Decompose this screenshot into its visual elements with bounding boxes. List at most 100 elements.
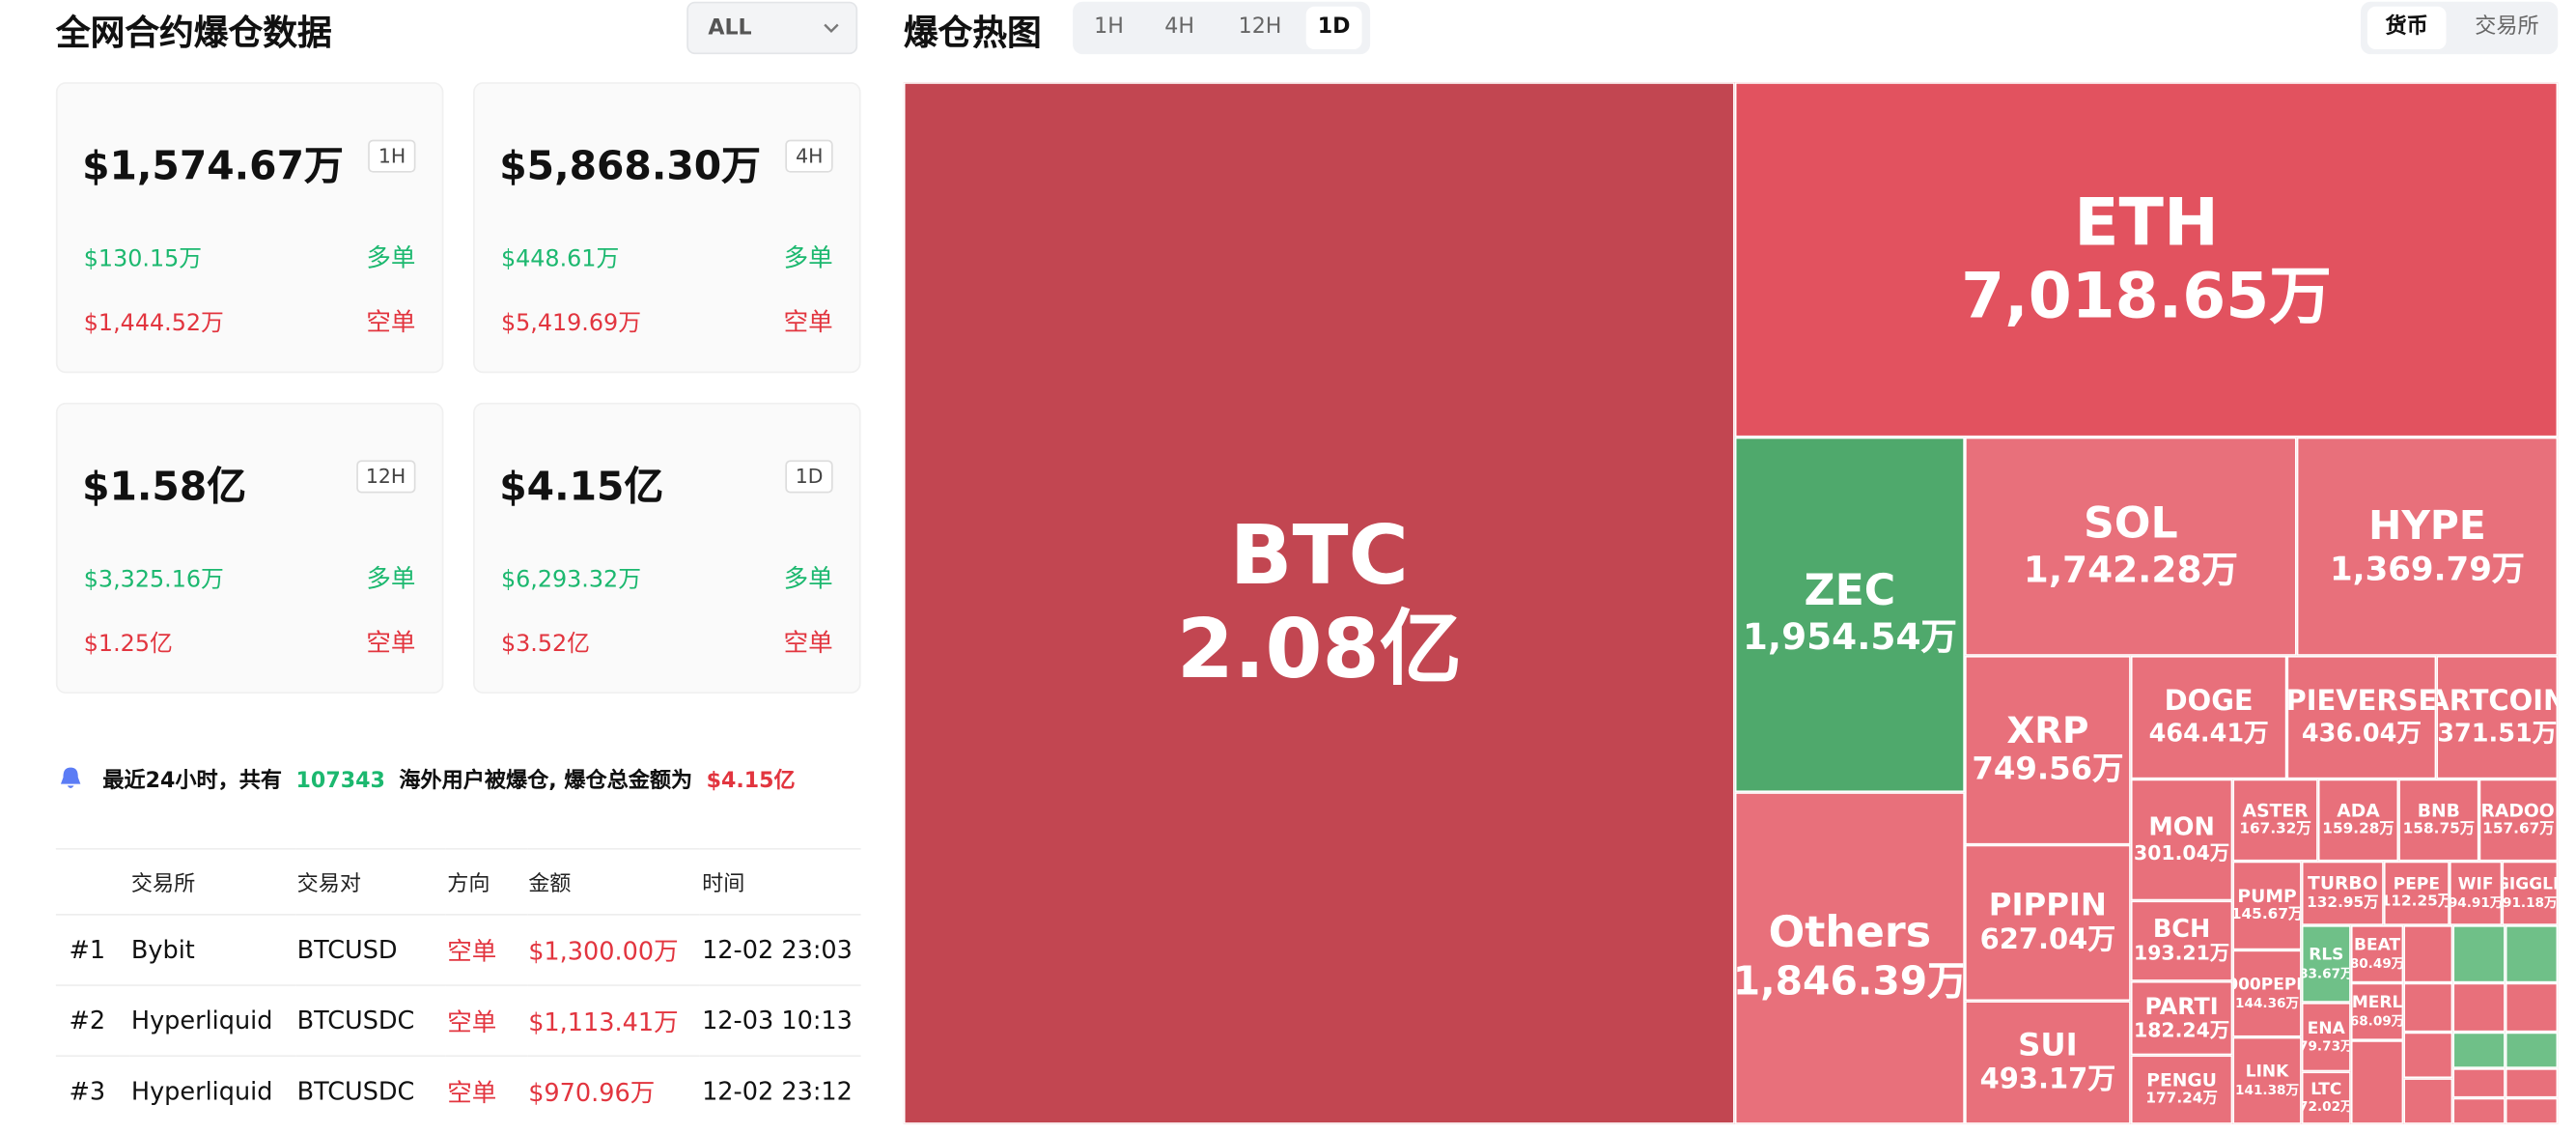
tile-label: TRADOOR: [2480, 799, 2556, 821]
heatmap-tile[interactable]: TRADOOR157.67万: [2478, 779, 2559, 862]
heatmap-tile[interactable]: PUMP 145.67万: [2232, 861, 2302, 950]
heatmap-tile[interactable]: ASTER 167.32万: [2232, 779, 2318, 862]
tile-value: 7,018.65万: [1961, 260, 2332, 332]
tile-label: ETH: [2074, 185, 2219, 262]
heatmap-tile[interactable]: ENA 79.73万: [2301, 1002, 2351, 1072]
heatmap-tile[interactable]: BTC 2.08亿: [903, 82, 1735, 1124]
heatmap-tile[interactable]: MERL 68.09万: [2350, 982, 2404, 1041]
table-cell: BTCUSDC: [294, 984, 446, 1057]
tile-value: 2.08亿: [1176, 601, 1462, 697]
tile-value: 157.67万: [2482, 821, 2555, 839]
heatmap-tile[interactable]: ETH 7,018.65万: [1734, 82, 2559, 438]
chevron: [824, 23, 839, 34]
heatmap-tile[interactable]: 000PEPE144.36万: [2232, 950, 2302, 1037]
table-cell: BTCUSD: [294, 914, 446, 986]
filter-select[interactable]: ALL: [686, 1, 858, 55]
heatmap-tile[interactable]: LINK 141.38万: [2232, 1036, 2302, 1124]
long-label: 多单: [783, 242, 833, 273]
column-header: 交易对: [294, 847, 446, 915]
segment-button[interactable]: 货币: [2366, 6, 2447, 50]
segment-button[interactable]: 1H: [1094, 14, 1124, 40]
short-label: 空单: [366, 627, 416, 658]
table-cell: #3: [55, 1055, 130, 1126]
period-badge: 1H: [368, 139, 416, 173]
notice-prefix: 最近24小时，共有: [102, 769, 283, 794]
view-switch: 货币 交易所: [2361, 1, 2559, 55]
table-cell: 空单: [445, 914, 527, 986]
table-cell: Hyperliquid: [129, 984, 295, 1057]
heatmap-tile[interactable]: RLS 83.67万: [2301, 924, 2351, 1003]
segment-button[interactable]: 12H: [1238, 14, 1282, 40]
tile-value: 94.91万: [2449, 894, 2503, 911]
table-row[interactable]: #3 Hyperliquid BTCUSDC 空单 $970.96万 12-02 23:1…: [55, 1055, 861, 1126]
long-amount: $6,293.32万: [500, 567, 642, 594]
heatmap-tile[interactable]: BEAT 80.49万: [2350, 924, 2404, 983]
heatmap-tile[interactable]: DOGE 464.41万: [2130, 655, 2287, 780]
segment-button[interactable]: 1D: [1305, 6, 1362, 50]
tile-label: BCH: [2152, 913, 2211, 944]
short-amount: $1,444.52万: [83, 310, 224, 337]
tile-value: 627.04万: [1979, 922, 2116, 956]
heatmap-tile[interactable]: ARTCOIN371.51万: [2436, 655, 2559, 780]
tile-label: ARTCOIN: [2438, 685, 2557, 719]
total-amount: $4.15亿: [499, 463, 664, 510]
heatmap-tile[interactable]: Others 1,846.39万: [1734, 792, 1965, 1124]
heatmap-tile[interactable]: SUI 493.17万: [1964, 1001, 2131, 1124]
heatmap-tile: [2403, 982, 2453, 1033]
table-cell: Bybit: [129, 914, 295, 986]
short-label: 空单: [366, 307, 416, 337]
tile-label: LINK: [2245, 1063, 2289, 1082]
column-header: 时间: [700, 847, 861, 915]
tile-value: 72.02万: [2301, 1099, 2351, 1115]
heatmap-tile[interactable]: GIGGLE91.18万: [2502, 861, 2559, 925]
heatmap-tile[interactable]: PIEVERSE 436.04万: [2286, 655, 2437, 780]
table-cell: BTCUSDC: [294, 1055, 446, 1126]
tile-label: PARTI: [2144, 993, 2219, 1020]
heatmap-tile[interactable]: PIPPIN 627.04万: [1964, 844, 2131, 1002]
tile-label: MON: [2148, 812, 2215, 842]
table-row[interactable]: #1 Bybit BTCUSD 空单 $1,300.00万 12-02 23:03: [55, 914, 861, 986]
table-row[interactable]: #2 Hyperliquid BTCUSDC 空单 $1,113.41万 12-03 10…: [55, 984, 861, 1057]
heatmap-tile[interactable]: PEPE 112.25万: [2383, 861, 2450, 925]
heatmap-tile[interactable]: BNB 158.75万: [2398, 779, 2479, 862]
tile-value: 91.18万: [2502, 894, 2558, 911]
heatmap-tile: [2505, 1067, 2559, 1098]
table-cell: 空单: [445, 1055, 527, 1126]
tile-value: 1,846.39万: [1734, 958, 1965, 1005]
heatmap-tile[interactable]: WIF 94.91万: [2449, 861, 2503, 925]
tile-label: Others: [1768, 909, 1932, 959]
tile-label: SOL: [2084, 499, 2178, 550]
segment-button[interactable]: 4H: [1164, 14, 1195, 40]
stat-card: $1,574.67万 1H $130.15万 多单 $1,444.52万 空单: [55, 82, 444, 374]
page-title: 全网合约爆仓数据: [55, 13, 332, 53]
heatmap-tile[interactable]: PARTI 182.24万: [2130, 980, 2233, 1056]
heatmap-tile[interactable]: PENGU 177.24万: [2130, 1055, 2233, 1124]
heatmap-tile[interactable]: XRP 749.56万: [1964, 655, 2131, 845]
period-badge: 1D: [785, 460, 833, 494]
heatmap-tile[interactable]: SOL 1,742.28万: [1964, 437, 2297, 656]
segment-button[interactable]: 交易所: [2475, 14, 2539, 40]
heatmap-tile[interactable]: LTC 72.02万: [2301, 1071, 2351, 1124]
short-label: 空单: [783, 307, 833, 337]
tile-label: BNB: [2417, 799, 2460, 821]
stat-card: $1.58亿 12H $3,325.16万 多单 $1.25亿 空单: [55, 402, 444, 695]
stat-card: $4.15亿 1D $6,293.32万 多单 $3.52亿 空单: [473, 402, 861, 695]
heatmap-tile[interactable]: MON 301.04万: [2130, 779, 2233, 901]
tile-label: SUI: [2018, 1027, 2078, 1063]
heatmap-tile[interactable]: BCH 193.21万: [2130, 900, 2233, 981]
column-header: 交易所: [129, 847, 295, 915]
tile-value: 493.17万: [1979, 1063, 2116, 1096]
short-label: 空单: [783, 627, 833, 658]
long-label: 多单: [366, 242, 416, 273]
tile-label: HYPE: [2368, 503, 2486, 550]
heatmap-tile[interactable]: HYPE 1,369.79万: [2296, 437, 2559, 656]
long-label: 多单: [366, 563, 416, 594]
heatmap-tile[interactable]: ZEC 1,954.54万: [1734, 437, 1965, 793]
table-cell: 12-02 23:03: [700, 914, 861, 986]
heatmap-tile[interactable]: ADA 159.28万: [2317, 779, 2399, 862]
tile-value: 193.21万: [2133, 942, 2230, 966]
heatmap-tile: [2350, 1040, 2404, 1124]
heatmap-tile: [2452, 982, 2506, 1033]
table-header: 交易所 交易对 方向 金额 时间: [55, 847, 861, 915]
heatmap-tile[interactable]: TURBO 132.95万: [2301, 861, 2384, 925]
